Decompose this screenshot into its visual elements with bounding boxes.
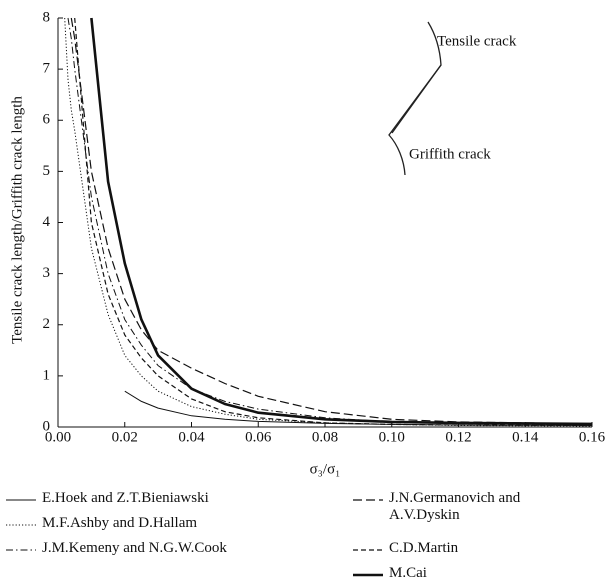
x-tick-label: 0.14 xyxy=(512,429,539,445)
x-tick-label: 0.04 xyxy=(178,429,205,445)
annotation: Griffith crack xyxy=(409,146,491,162)
y-axis-label: Tensile crack length/Griffith crack leng… xyxy=(9,96,25,344)
annotation: Tensile crack xyxy=(437,33,517,49)
series-line xyxy=(124,390,593,426)
legend-label: E.Hoek and Z.T.Bieniawski xyxy=(42,490,209,506)
legend-item: E.Hoek and Z.T.Bieniawski xyxy=(6,490,336,507)
y-tick-label: 6 xyxy=(43,112,51,128)
x-tick-label: 0.12 xyxy=(445,429,471,445)
legend-swatch xyxy=(6,499,36,501)
legend-label: J.N.Germanovich and A.V.Dyskin xyxy=(389,490,521,523)
y-tick-label: 4 xyxy=(43,214,51,230)
x-axis-label: σ₃/σ₁ xyxy=(310,461,341,477)
series-line xyxy=(70,17,593,425)
legend-swatch xyxy=(353,549,383,551)
legend-item: J.N.Germanovich and A.V.Dyskin xyxy=(353,490,603,524)
crack-sketch xyxy=(391,64,442,134)
y-tick-label: 3 xyxy=(43,265,51,281)
x-tick-label: 0.00 xyxy=(45,429,71,445)
y-tick-label: 5 xyxy=(43,163,51,179)
legend-swatch xyxy=(353,573,383,577)
legend-item: C.D.Martin xyxy=(353,540,603,557)
y-tick-label: 2 xyxy=(43,316,51,332)
series-line xyxy=(64,17,593,427)
y-tick-label: 0 xyxy=(43,418,51,434)
legend-label: M.F.Ashby and D.Hallam xyxy=(42,515,198,531)
y-tick-label: 1 xyxy=(43,367,51,383)
legend-item: M.Cai xyxy=(353,565,603,582)
legend-item: J.M.Kemeny and N.G.W.Cook xyxy=(6,540,336,557)
y-tick-label: 8 xyxy=(43,9,51,25)
x-tick-label: 0.16 xyxy=(579,429,606,445)
series-line xyxy=(90,17,593,426)
y-tick-label: 7 xyxy=(43,61,51,77)
legend-swatch xyxy=(6,549,36,551)
legend-label: M.Cai xyxy=(389,565,427,581)
legend-item: M.F.Ashby and D.Hallam xyxy=(6,515,336,532)
legend-label: C.D.Martin xyxy=(389,540,459,556)
x-tick-label: 0.08 xyxy=(312,429,338,445)
legend-swatch xyxy=(353,499,383,501)
legend-swatch xyxy=(6,524,36,526)
legend-label: J.M.Kemeny and N.G.W.Cook xyxy=(42,540,227,556)
x-tick-label: 0.10 xyxy=(379,429,405,445)
series-line xyxy=(74,17,593,427)
x-tick-label: 0.02 xyxy=(112,429,138,445)
series-line xyxy=(67,17,593,426)
x-tick-label: 0.06 xyxy=(245,429,272,445)
